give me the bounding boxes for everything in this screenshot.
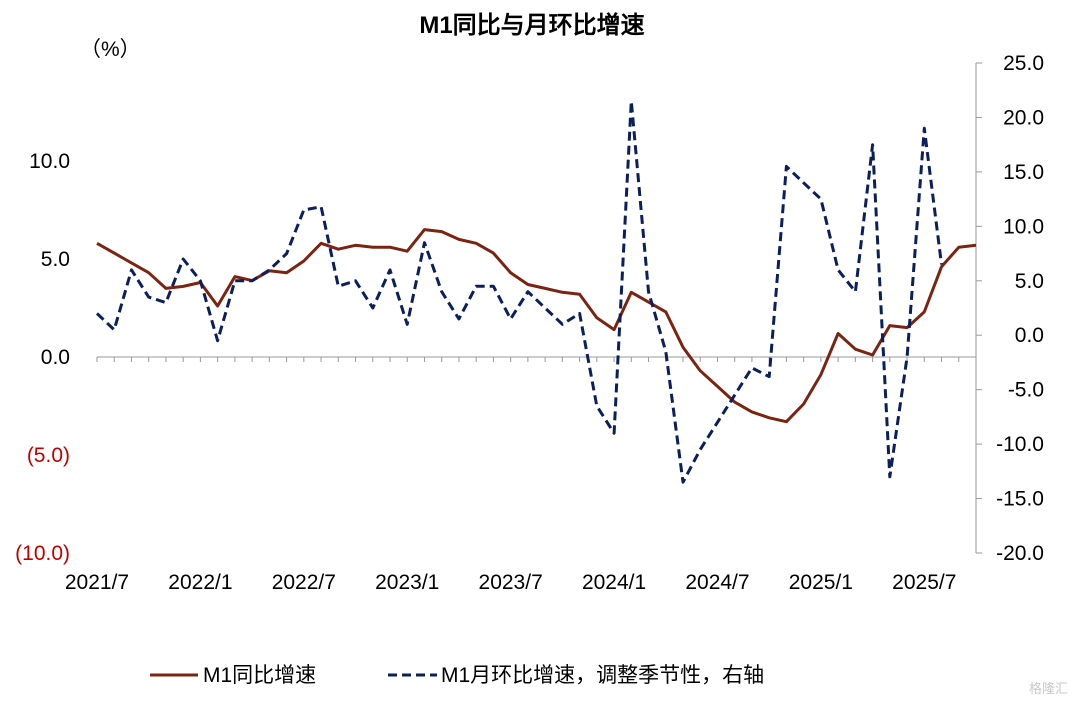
right-tick-label: 10.0 [1003,215,1044,238]
x-tick-label: 2022/1 [168,571,232,594]
right-tick-label: 25.0 [1003,52,1044,75]
x-tick-label: 2024/7 [685,571,749,594]
x-tick-label: 2025/1 [789,571,853,594]
left-tick-label: 0.0 [41,346,70,369]
series-line-m1-yoy [96,228,977,424]
right-tick-label: -15.0 [996,488,1044,511]
right-tick-label: -20.0 [996,542,1044,565]
x-tick-label: 2024/1 [582,571,646,594]
left-tick-label: 10.0 [29,150,70,173]
right-tick-label: 15.0 [1003,161,1044,184]
series-points [96,101,977,483]
x-tick-label: 2023/1 [375,571,439,594]
right-tick-label: 0.0 [1015,324,1044,347]
left-tick-label: (5.0) [27,444,70,467]
x-tick-label: 2025/7 [892,571,956,594]
right-tick-label: -5.0 [1008,379,1044,402]
right-tick-label: 5.0 [1015,270,1044,293]
legend-label-m1-yoy: M1同比增速 [203,664,316,687]
x-tick-label: 2022/7 [272,571,336,594]
x-axis-ticks: 2021/7 2022/1 2022/7 2023/1 2023/7 2024/1 2024… [65,357,977,594]
chart-title: M1同比与月环比增速 [419,11,644,39]
legend: M1同比增速 M1月环比增速，调整季节性，右轴 [150,664,764,687]
legend-label-m1-mom: M1月环比增速，调整季节性，右轴 [441,664,764,687]
x-tick-label: 2023/7 [479,571,543,594]
left-tick-label: 5.0 [41,248,70,271]
left-tick-label: (10.0) [15,542,70,565]
right-tick-label: -10.0 [996,433,1044,456]
watermark: 格隆汇 [1029,681,1068,696]
right-tick-label: 20.0 [1003,106,1044,129]
x-tick-label: 2021/7 [65,571,129,594]
right-axis-ticks: 25.0 20.0 15.0 10.0 5.0 0.0 -5.0 -10.0 -15.0 -20.… [976,52,1044,565]
left-axis-unit: （%） [80,38,141,61]
left-axis-ticks: 10.0 5.0 0.0 (5.0) (10.0) [15,150,70,565]
series-line-m1-mom [95,99,943,484]
